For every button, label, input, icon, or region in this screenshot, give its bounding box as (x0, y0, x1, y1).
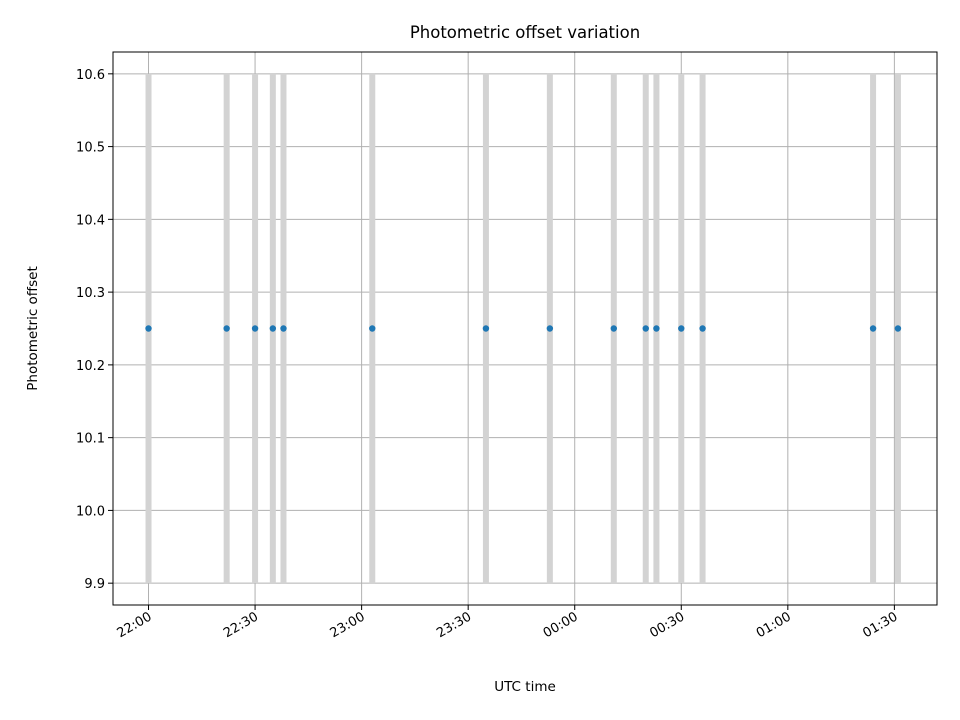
chart-title: Photometric offset variation (410, 23, 640, 42)
data-point (280, 325, 287, 332)
data-point (145, 325, 152, 332)
y-axis-label: Photometric offset (25, 266, 41, 390)
data-point (482, 325, 490, 332)
point-layer (145, 325, 902, 332)
data-point (269, 325, 277, 332)
y-tick-label: 10.4 (76, 213, 105, 228)
data-point (251, 325, 259, 332)
data-point (610, 325, 617, 332)
data-point (642, 325, 649, 332)
y-tick-label: 10.6 (76, 68, 105, 83)
y-tick-label: 10.1 (76, 432, 105, 447)
data-point (678, 325, 685, 332)
plot-frame (112, 51, 938, 606)
grid-layer (113, 52, 937, 605)
data-point (546, 325, 554, 332)
data-point (653, 325, 660, 332)
y-axis-ticks: 9.9 10.0 10.1 10.2 10.3 10.4 10.5 10.6 (76, 68, 113, 592)
y-tick-label: 10.2 (76, 359, 105, 374)
x-axis-label: UTC time (494, 679, 556, 695)
y-tick-label: 10.3 (76, 286, 105, 301)
data-point (223, 325, 230, 332)
y-tick-label: 10.5 (76, 141, 105, 156)
y-tick-label: 10.0 (76, 504, 105, 519)
data-point (869, 325, 877, 332)
data-point (894, 325, 902, 332)
y-tick-label: 9.9 (84, 577, 105, 592)
data-point (369, 325, 376, 332)
data-point (699, 325, 706, 332)
